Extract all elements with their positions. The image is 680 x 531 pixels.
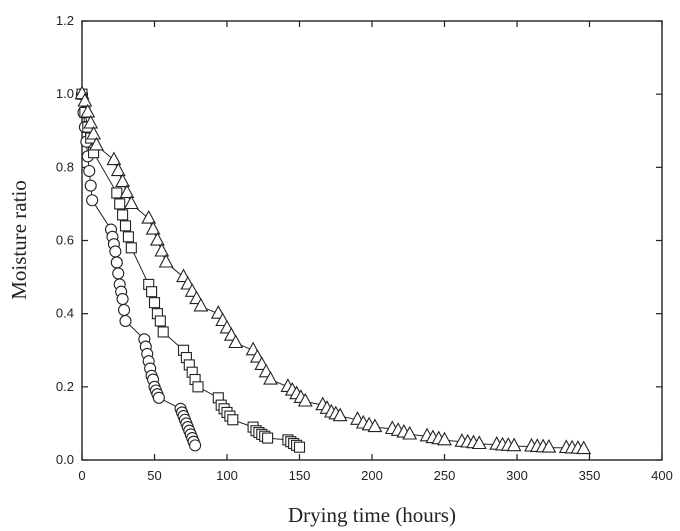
y-tick-label: 0.2: [56, 379, 74, 394]
data-point-triangle: [80, 103, 96, 118]
x-axis-title: Drying time (hours): [288, 503, 456, 527]
data-point-triangle: [115, 173, 131, 188]
x-tick-label: 150: [289, 468, 311, 483]
data-point-triangle: [576, 440, 592, 455]
data-point-triangle: [89, 136, 104, 151]
data-point-triangle: [193, 297, 209, 312]
data-point-triangle: [123, 195, 139, 210]
data-point-circle: [86, 194, 99, 207]
data-point-triangle: [367, 418, 383, 433]
data-point-triangle: [332, 407, 348, 422]
data-point-triangle: [541, 438, 557, 453]
data-point-square: [262, 432, 274, 444]
data-point-square: [148, 297, 161, 309]
data-point-square: [227, 414, 239, 426]
series-triangle: [74, 85, 592, 455]
data-point-triangle: [154, 242, 170, 257]
data-point-circle: [116, 292, 129, 306]
data-point-triangle: [110, 162, 126, 177]
x-tick-label: 250: [434, 468, 456, 483]
data-point-square: [114, 198, 126, 210]
data-point-circle: [110, 256, 123, 269]
x-tick-label: 0: [78, 468, 85, 483]
data-point-square: [111, 187, 123, 199]
data-point-square: [122, 231, 134, 243]
x-tick-label: 50: [147, 468, 161, 483]
data-point-triangle: [149, 231, 165, 246]
data-point-circle: [189, 439, 202, 452]
data-point-triangle: [119, 184, 135, 199]
data-point-triangle: [228, 334, 244, 349]
data-point-circle: [109, 245, 122, 258]
data-point-triangle: [145, 220, 161, 235]
data-point-triangle: [297, 392, 313, 407]
data-point-square: [125, 242, 137, 254]
data-point-square: [192, 381, 204, 393]
data-point-square: [117, 209, 129, 221]
data-point-triangle: [402, 425, 418, 440]
series-circle: [75, 88, 202, 452]
data-point-square: [119, 220, 132, 232]
series-layer: [74, 85, 592, 455]
x-tick-label: 400: [651, 468, 673, 483]
data-point-circle: [84, 179, 97, 192]
data-point-triangle: [158, 253, 174, 268]
data-point-triangle: [77, 92, 93, 107]
data-point-triangle: [506, 437, 522, 452]
data-point-circle: [83, 164, 96, 178]
data-point-triangle: [437, 431, 452, 446]
plot-frame: [81, 20, 663, 461]
data-point-triangle: [263, 370, 278, 385]
data-point-circle: [119, 314, 132, 328]
data-point-circle: [152, 391, 165, 404]
data-point-triangle: [83, 114, 99, 129]
y-tick-label: 1.0: [56, 86, 74, 101]
data-point-square: [293, 441, 306, 453]
data-point-circle: [118, 303, 131, 317]
axes: 0 50 100 150 200 250 300 350 400 0.0 0.2 0.4 0.6 0.8 1…: [56, 13, 673, 483]
x-tick-label: 300: [506, 468, 528, 483]
data-point-triangle: [141, 209, 157, 224]
y-axis-title: Moisture ratio: [7, 180, 31, 300]
data-point-triangle: [471, 435, 487, 450]
y-tick-label: 0.6: [56, 233, 74, 248]
y-tick-label: 0.4: [56, 306, 74, 321]
y-tick-label: 1.2: [56, 13, 74, 28]
data-point-square: [154, 315, 166, 327]
x-tick-label: 100: [216, 468, 238, 483]
series-square: [76, 88, 306, 453]
data-point-square: [157, 326, 169, 338]
y-tick-label: 0.8: [56, 159, 74, 174]
data-point-circle: [112, 267, 125, 280]
y-tick-label: 0.0: [56, 452, 74, 467]
data-point-triangle: [86, 125, 102, 140]
x-tick-label: 200: [361, 468, 383, 483]
x-tick-label: 350: [579, 468, 601, 483]
data-point-triangle: [106, 151, 122, 166]
data-point-square: [146, 286, 158, 298]
